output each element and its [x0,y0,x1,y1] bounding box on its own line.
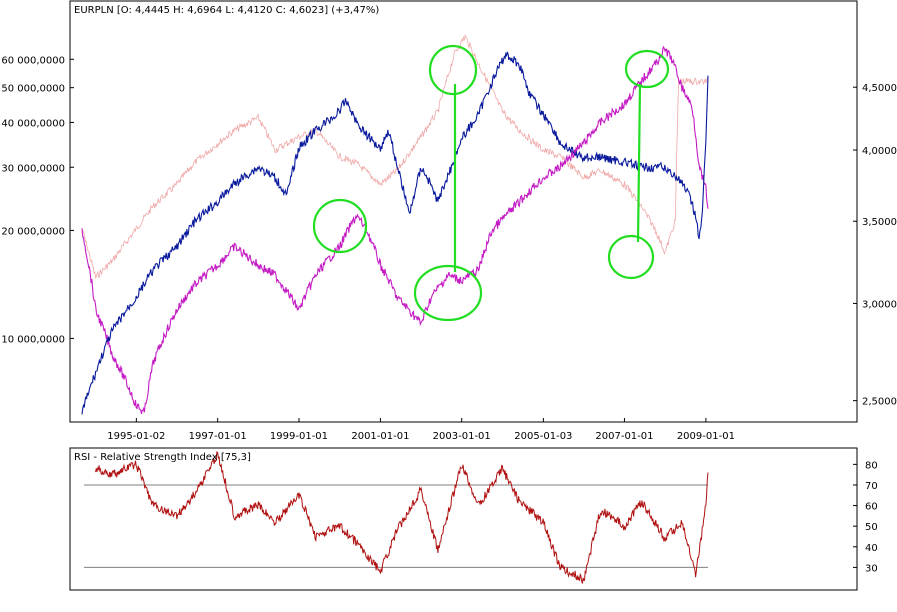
rsi-tick-label: 70 [865,481,878,492]
rsi-series-group [95,450,709,584]
right-tick-label: 4,5000 [862,83,897,94]
annotation-circle [312,198,368,254]
x-tick-label: 1997-01-01 [189,431,247,442]
rsi-tick-label: 80 [865,460,878,471]
rsi-tick-label: 50 [865,522,878,533]
left-axis: 10 000,0000 20 000,0000 30 000,0000 40 000,… [1,55,74,345]
main-chart-title: EURPLN [O: 4,4445 H: 4,6964 L: 4,4120 C:… [74,5,379,16]
x-tick-label: 2003-01-01 [433,431,491,442]
x-tick-label: 2005-01-03 [514,431,572,442]
annotation-connector [636,83,642,243]
rsi-tick-label: 60 [865,502,878,513]
left-tick-label: 60 000,0000 [1,55,65,66]
main-series-group [81,33,709,415]
left-tick-label: 50 000,0000 [1,84,65,95]
rsi-tick-label: 30 [865,563,878,574]
x-tick-label: 1999-01-01 [270,431,328,442]
x-tick-label: 2007-01-01 [595,431,653,442]
x-tick-label: 1995-01-02 [107,431,165,442]
rsi-series-line [95,450,709,584]
annotation-circle [413,264,483,322]
left-tick-label: 30 000,0000 [1,163,65,174]
rsi-reference-lines [84,484,708,568]
x-axis: 1995-01-02 1997-01-01 1999-01-01 2001-01-01… [107,418,735,442]
right-tick-label: 3,5000 [862,217,897,228]
left-tick-label: 40 000,0000 [1,118,65,129]
left-tick-label: 20 000,0000 [1,226,65,237]
pink-series-line [81,33,709,279]
x-tick-label: 2001-01-01 [351,431,409,442]
right-tick-label: 4,0000 [862,146,897,157]
right-axis: 2,5000 3,0000 3,5000 4,0000 4,5000 [853,83,897,408]
magenta-series-line [81,45,709,414]
annotation-circle [624,49,670,89]
x-tick-label: 2009-01-01 [677,431,735,442]
rsi-chart-title: RSI - Relative Strength Index [75,3] [74,452,251,463]
left-tick-label: 10 000,0000 [1,334,65,345]
right-tick-label: 2,5000 [862,397,897,408]
main-plot-frame [69,0,858,423]
right-tick-label: 3,0000 [862,299,897,310]
navy-series-line [81,50,709,415]
annotation-circle [607,234,655,280]
annotation-group [312,44,670,322]
rsi-axis: 30 40 50 60 70 80 [853,460,878,574]
rsi-tick-label: 40 [865,543,878,554]
annotation-circle [428,44,478,96]
